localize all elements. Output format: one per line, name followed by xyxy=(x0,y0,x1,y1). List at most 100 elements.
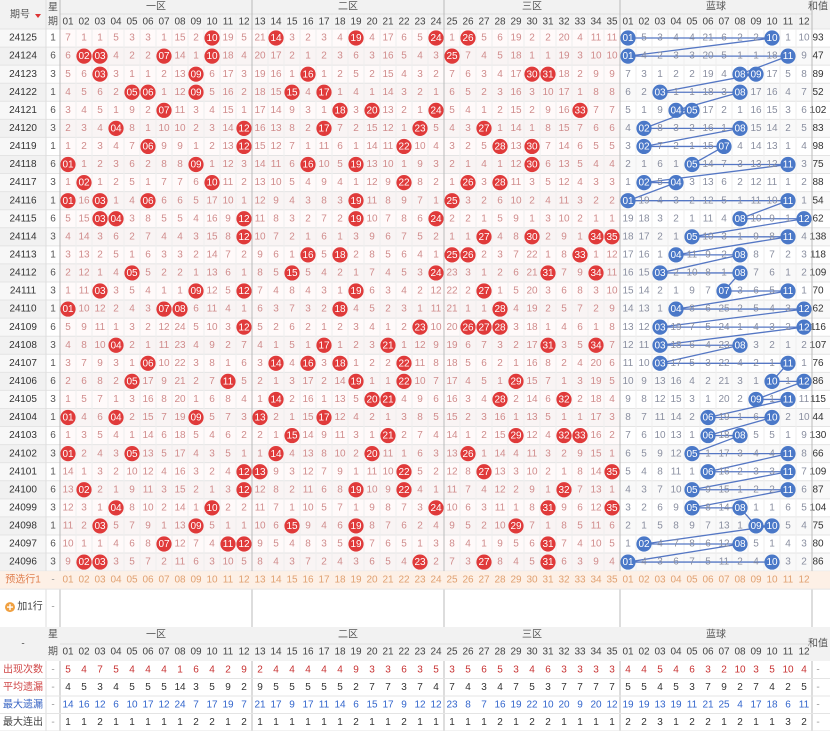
hit-number: 04 xyxy=(670,178,682,189)
preselect-ball[interactable]: 24 xyxy=(430,575,442,586)
preselect-ball[interactable]: 01 xyxy=(622,575,634,586)
miss-count: 4 xyxy=(609,159,615,170)
col-header: 34 xyxy=(590,17,602,28)
miss-count: 12 xyxy=(222,159,234,170)
preselect-ball[interactable]: 35 xyxy=(606,575,618,586)
preselect-ball[interactable]: 18 xyxy=(334,575,346,586)
preselect-ball[interactable]: 06 xyxy=(702,575,714,586)
preselect-ball[interactable]: 05 xyxy=(126,575,138,586)
stat-value: 2 xyxy=(241,682,247,693)
preselect-ball[interactable]: 34 xyxy=(590,575,602,586)
preselect-ball[interactable]: 02 xyxy=(78,575,90,586)
miss-count: 11 xyxy=(703,213,714,224)
miss-count: 1 xyxy=(225,358,231,369)
preselect-ball[interactable]: 05 xyxy=(686,575,698,586)
preselect-ball[interactable]: 11 xyxy=(783,575,794,586)
red-ball xyxy=(540,337,556,353)
hit-number: 20 xyxy=(366,395,378,406)
miss-count: 16 xyxy=(302,394,314,405)
miss-count: 12 xyxy=(174,87,186,98)
miss-count: 21 xyxy=(254,33,266,44)
preselect-ball[interactable]: 33 xyxy=(574,575,586,586)
preselect-ball[interactable]: 29 xyxy=(510,575,522,586)
hit-number: 12 xyxy=(798,322,810,333)
preselect-ball[interactable]: 15 xyxy=(286,575,298,586)
weekday: 1 xyxy=(50,304,56,315)
preselect-ball[interactable]: 21 xyxy=(382,575,394,586)
preselect-ball[interactable]: 16 xyxy=(302,575,314,586)
miss-count: 13 xyxy=(590,484,602,495)
preselect-ball[interactable]: 13 xyxy=(254,575,266,586)
miss-count: 10 xyxy=(334,448,346,459)
preselect-ball[interactable]: 09 xyxy=(190,575,202,586)
preselect-ball[interactable]: 03 xyxy=(654,575,666,586)
miss-count: 23 xyxy=(718,340,730,351)
stat-value: 14 xyxy=(62,699,74,710)
red-ball xyxy=(428,211,444,227)
preselect-ball[interactable]: 08 xyxy=(734,575,746,586)
hit-number: 31 xyxy=(542,268,554,279)
preselect-ball[interactable]: 10 xyxy=(206,575,218,586)
miss-count: 1 xyxy=(65,430,71,441)
preselect-ball[interactable]: 27 xyxy=(478,575,490,586)
footer-corner: - xyxy=(21,639,24,650)
preselect-ball[interactable]: 04 xyxy=(670,575,682,586)
preselect-ball[interactable]: 32 xyxy=(558,575,570,586)
preselect-ball[interactable]: 02 xyxy=(638,575,650,586)
miss-count: 5 xyxy=(609,141,615,152)
red-ball xyxy=(588,265,604,281)
hit-number: 28 xyxy=(494,142,506,153)
col-header: 22 xyxy=(398,17,410,28)
preselect-ball[interactable]: 11 xyxy=(223,575,234,586)
add-row-button[interactable]: 加1行 xyxy=(17,600,43,613)
preselect-ball[interactable]: 23 xyxy=(414,575,426,586)
stat-value: 4 xyxy=(161,664,167,675)
miss-count: 1 xyxy=(577,87,583,98)
red-ball xyxy=(508,427,524,444)
miss-count: 16 xyxy=(446,394,458,405)
preselect-ball[interactable]: 25 xyxy=(446,575,458,586)
miss-count: 1 xyxy=(481,105,487,116)
preselect-ball[interactable]: 08 xyxy=(174,575,186,586)
red-ball xyxy=(268,446,284,462)
miss-count: 5 xyxy=(753,304,759,315)
miss-count: 1 xyxy=(545,322,551,333)
miss-count: 7 xyxy=(641,412,647,423)
preselect-ball[interactable]: 14 xyxy=(270,575,282,586)
stat-value: 3 xyxy=(193,682,199,693)
preselect-ball[interactable]: 30 xyxy=(526,575,538,586)
miss-count: 2 xyxy=(721,105,727,116)
miss-count: 1 xyxy=(593,322,599,333)
hit-number: 27 xyxy=(478,467,490,478)
preselect-ball[interactable]: 17 xyxy=(318,575,330,586)
miss-count: 6 xyxy=(657,159,663,170)
preselect-ball[interactable]: 12 xyxy=(238,575,250,586)
preselect-ball[interactable]: 01 xyxy=(62,575,74,586)
preselect-ball[interactable]: 10 xyxy=(766,575,778,586)
miss-count: 3 xyxy=(81,123,87,134)
preselect-ball[interactable]: 19 xyxy=(350,575,362,586)
preselect-ball[interactable]: 04 xyxy=(110,575,122,586)
miss-count: 2 xyxy=(337,268,343,279)
miss-count: 5 xyxy=(481,33,487,44)
preselect-ball[interactable]: 07 xyxy=(718,575,730,586)
red-ball xyxy=(332,355,348,371)
miss-count: 2 xyxy=(689,412,695,423)
preselect-ball[interactable]: 22 xyxy=(398,575,410,586)
preselect-ball[interactable]: 07 xyxy=(158,575,170,586)
preselect-ball[interactable]: 12 xyxy=(798,575,810,586)
miss-count: 3 xyxy=(289,376,295,387)
preselect-ball[interactable]: 09 xyxy=(750,575,762,586)
preselect-ball[interactable]: 03 xyxy=(94,575,106,586)
preselect-ball[interactable]: 06 xyxy=(142,575,154,586)
red-ball xyxy=(236,319,252,335)
preselect-ball[interactable]: 31 xyxy=(542,575,554,586)
miss-count: 8 xyxy=(577,286,583,297)
miss-count: 2 xyxy=(561,448,567,459)
preselect-ball[interactable]: 20 xyxy=(366,575,378,586)
hit-number: 06 xyxy=(702,431,714,442)
preselect-ball[interactable]: 28 xyxy=(494,575,506,586)
preselect-ball[interactable]: 26 xyxy=(462,575,474,586)
stat-value: 3 xyxy=(561,664,567,675)
miss-count: 8 xyxy=(561,521,567,532)
